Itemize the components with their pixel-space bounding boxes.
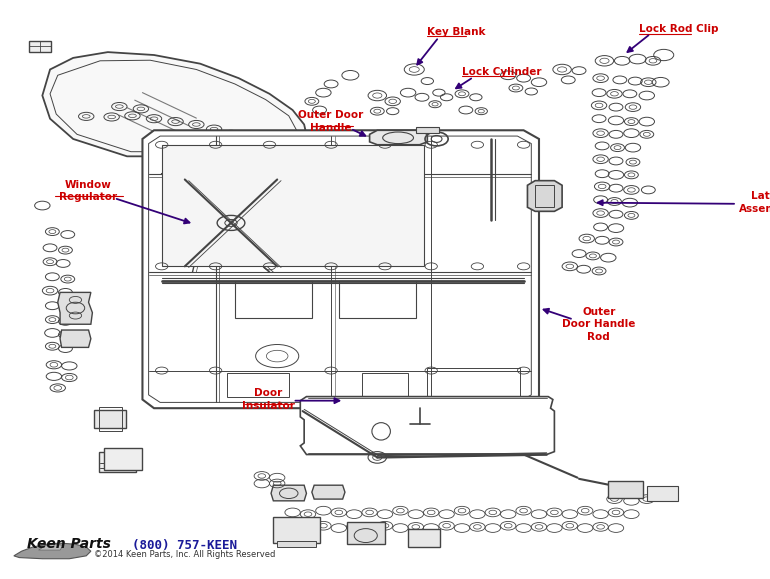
Bar <box>408 529 440 547</box>
Polygon shape <box>527 181 562 211</box>
Text: ©2014 Keen Parts, Inc. All Rights Reserved: ©2014 Keen Parts, Inc. All Rights Reserv… <box>94 550 276 559</box>
Bar <box>339 281 416 318</box>
Bar <box>104 448 142 470</box>
Polygon shape <box>14 543 91 559</box>
Polygon shape <box>312 485 345 499</box>
Polygon shape <box>60 330 91 347</box>
Bar <box>235 281 312 318</box>
Text: Lock Cylinder: Lock Cylinder <box>462 67 541 78</box>
Polygon shape <box>370 130 427 145</box>
Text: Window
Regulator: Window Regulator <box>59 180 118 202</box>
Bar <box>346 522 385 544</box>
Bar <box>273 517 320 543</box>
Text: Outer Door
Handle: Outer Door Handle <box>299 111 363 133</box>
Polygon shape <box>300 397 554 455</box>
Bar <box>94 410 126 428</box>
Bar <box>227 373 289 397</box>
Polygon shape <box>142 130 539 408</box>
Bar <box>277 541 316 547</box>
Bar <box>647 486 678 501</box>
Text: (800) 757-KEEN: (800) 757-KEEN <box>132 539 237 552</box>
Bar <box>362 373 408 397</box>
Bar <box>416 127 439 133</box>
Bar <box>427 368 520 400</box>
Bar <box>535 185 554 207</box>
Text: Door
Insulator: Door Insulator <box>242 389 294 411</box>
Bar <box>99 452 136 472</box>
Text: Outer
Door Handle
Rod: Outer Door Handle Rod <box>562 307 635 342</box>
Text: Lock Rod Clip: Lock Rod Clip <box>639 24 718 34</box>
Text: Keen Parts: Keen Parts <box>28 537 111 551</box>
Polygon shape <box>162 145 424 266</box>
Text: Latch
Assembly: Latch Assembly <box>739 192 770 214</box>
Text: Key Blank: Key Blank <box>427 27 486 37</box>
Polygon shape <box>271 485 306 501</box>
Bar <box>99 407 122 431</box>
Polygon shape <box>42 52 308 156</box>
Bar <box>29 41 51 52</box>
Bar <box>608 481 643 498</box>
Polygon shape <box>58 292 92 324</box>
Polygon shape <box>38 544 63 550</box>
